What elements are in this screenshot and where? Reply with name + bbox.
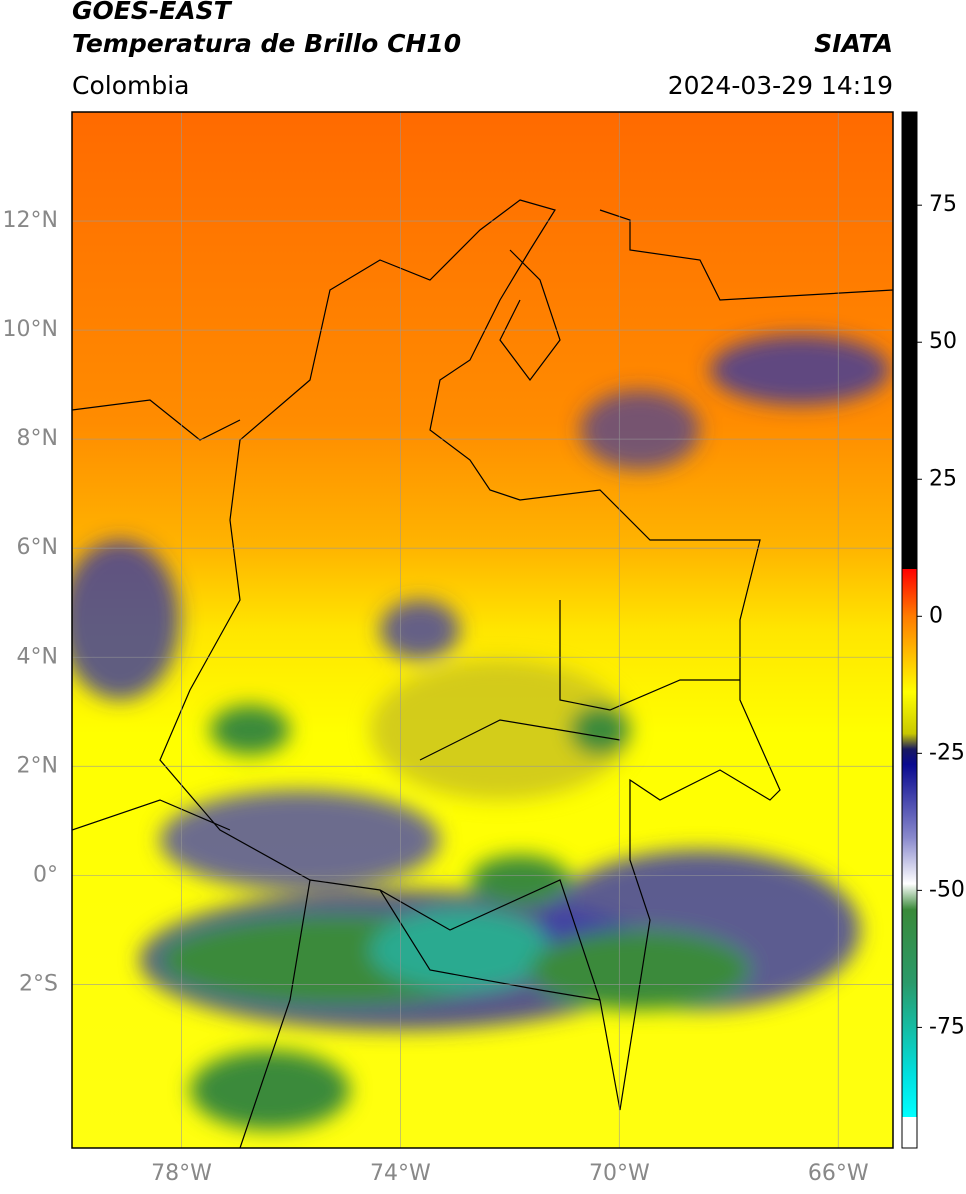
colorbar-tick-label: 25 bbox=[929, 466, 957, 491]
imagery bbox=[72, 112, 893, 1148]
y-tick-label: 0° bbox=[33, 862, 58, 887]
y-tick-label: 6°N bbox=[17, 535, 58, 560]
colorbar-tick-label: -25 bbox=[929, 740, 965, 765]
y-tick-label: 2°S bbox=[19, 971, 58, 996]
colorbar-tick-label: -50 bbox=[929, 877, 965, 902]
grid bbox=[72, 112, 893, 1148]
colorbar-tick-label: 75 bbox=[929, 192, 957, 217]
datetime: 2024-03-29 14:19 bbox=[668, 71, 893, 100]
colorbar bbox=[901, 111, 918, 1149]
y-tick-label: 8°N bbox=[17, 426, 58, 451]
region: Colombia bbox=[72, 71, 189, 100]
x-tick-label: 74°W bbox=[370, 1161, 431, 1186]
title: GOES-EAST bbox=[72, 0, 233, 25]
x-tick-label: 66°W bbox=[808, 1161, 869, 1186]
colorbar-tick-label: -75 bbox=[929, 1014, 965, 1039]
map-frame bbox=[71, 111, 894, 1149]
source: SIATA bbox=[814, 29, 893, 58]
y-tick-label: 10°N bbox=[3, 317, 58, 342]
colorbar-tick-label: 0 bbox=[929, 603, 943, 628]
subtitle: Temperatura de Brillo CH10 bbox=[72, 29, 461, 58]
x-tick-label: 70°W bbox=[589, 1161, 650, 1186]
colorbar-tick-label: 50 bbox=[929, 329, 957, 354]
y-tick-label: 12°N bbox=[3, 208, 58, 233]
x-tick-label: 78°W bbox=[151, 1161, 212, 1186]
y-tick-label: 4°N bbox=[17, 644, 58, 669]
y-tick-label: 2°N bbox=[17, 753, 58, 778]
